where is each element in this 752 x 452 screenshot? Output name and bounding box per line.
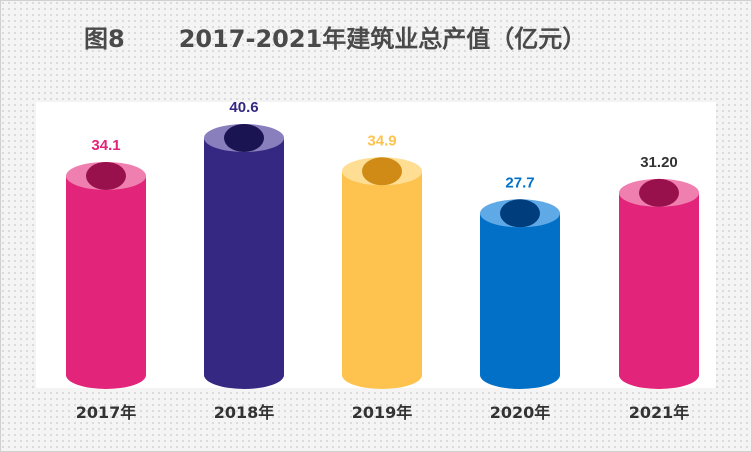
bar-top-hole	[639, 178, 679, 207]
category-label: 2019年	[352, 403, 413, 422]
value-label: 34.9	[367, 132, 396, 149]
bar-4	[480, 199, 560, 389]
bar-1	[66, 161, 146, 389]
bar-top-hole	[362, 157, 402, 186]
category-label: 2018年	[214, 403, 275, 422]
value-label: 31.20	[640, 154, 678, 171]
category-label: 2020年	[490, 403, 551, 422]
figure-number: 图8	[84, 24, 125, 53]
bar-body	[619, 192, 699, 389]
bar-2	[204, 124, 284, 389]
chart-title-text: 2017-2021年建筑业总产值（亿元）	[178, 24, 587, 53]
category-label: 2017年	[76, 403, 137, 422]
bar-5	[619, 178, 699, 389]
bar-body	[204, 138, 284, 389]
bar-body	[342, 171, 422, 389]
value-label: 40.6	[229, 99, 258, 116]
value-label: 27.7	[505, 174, 534, 191]
bar-3	[342, 157, 422, 389]
bar-top-hole	[224, 124, 264, 152]
bar-body	[480, 213, 560, 389]
chart-title: 图8 2017-2021年建筑业总产值（亿元）	[84, 18, 586, 54]
category-label: 2021年	[629, 403, 690, 422]
bar-top-hole	[86, 161, 126, 190]
bar-top-hole	[500, 199, 540, 228]
value-label: 34.1	[91, 137, 120, 154]
bar-body	[66, 175, 146, 389]
